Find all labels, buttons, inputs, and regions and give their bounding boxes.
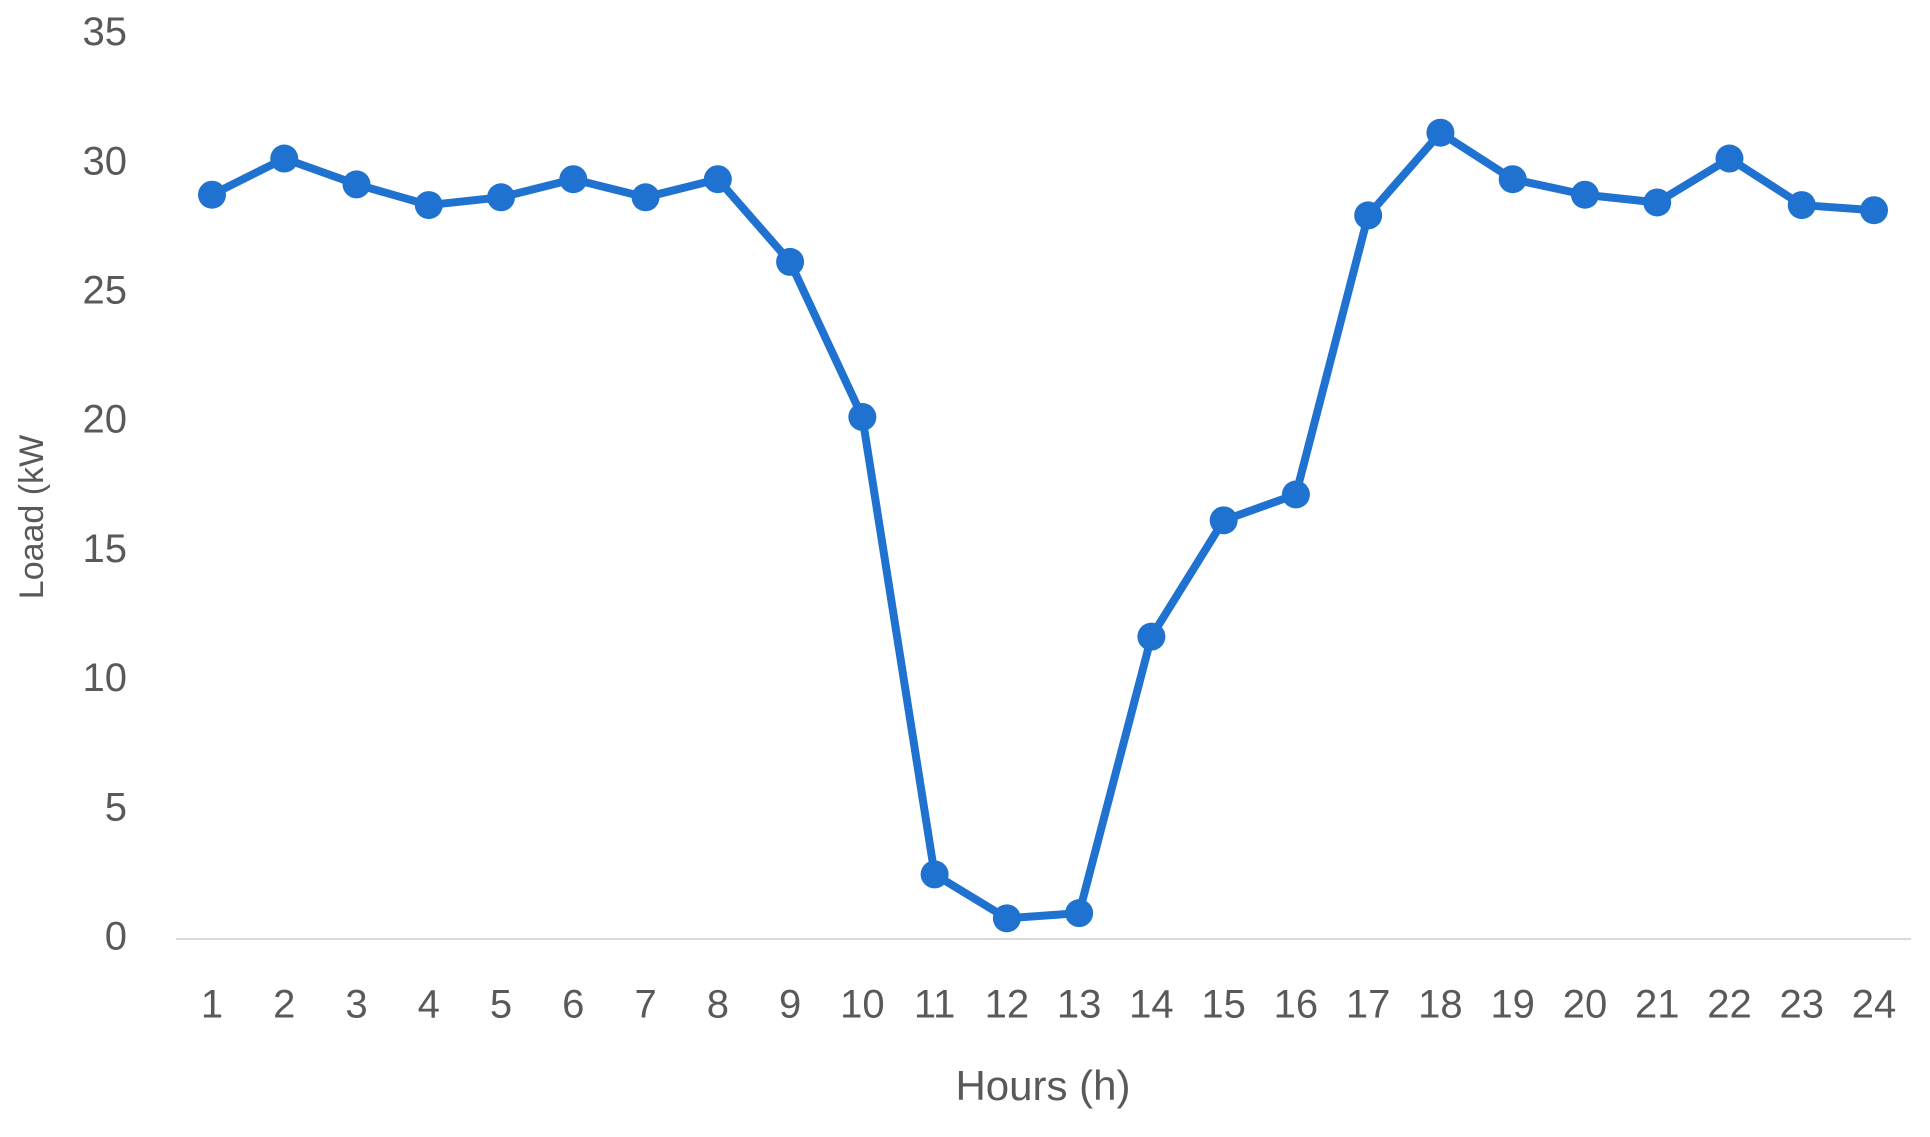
y-tick-label: 35 [83, 10, 128, 54]
data-point [1426, 118, 1455, 147]
data-point [1787, 191, 1816, 220]
data-point [559, 165, 588, 194]
x-tick-label: 18 [1418, 983, 1463, 1027]
data-point [342, 170, 371, 199]
data-point [776, 247, 805, 276]
x-tick-label: 8 [707, 983, 729, 1027]
x-tick-label: 21 [1635, 983, 1680, 1027]
x-tick-label: 6 [562, 983, 584, 1027]
data-point [1570, 180, 1599, 209]
y-tick-label: 20 [83, 398, 128, 442]
x-tick-label: 5 [490, 983, 512, 1027]
data-point [631, 183, 660, 212]
x-tick-label: 19 [1490, 983, 1535, 1027]
y-axis-title: Loaad (kW [13, 435, 51, 599]
data-point [703, 165, 732, 194]
data-point [414, 191, 443, 220]
x-tick-label: 1 [201, 983, 223, 1027]
x-tick-label: 2 [273, 983, 295, 1027]
data-point [1860, 196, 1888, 225]
data-point [1643, 188, 1672, 217]
data-point [848, 402, 877, 431]
x-tick-label: 15 [1201, 983, 1246, 1027]
data-point [1065, 899, 1094, 928]
x-tick-label: 10 [840, 983, 885, 1027]
x-tick-label: 7 [634, 983, 656, 1027]
x-tick-label: 20 [1563, 983, 1608, 1027]
data-point [920, 860, 949, 889]
data-point [1281, 480, 1310, 509]
x-tick-label: 4 [418, 983, 440, 1027]
data-point [1137, 622, 1166, 651]
data-point [1715, 144, 1744, 173]
data-point [198, 180, 226, 209]
y-tick-label: 25 [83, 268, 128, 312]
y-tick-label: 30 [83, 139, 128, 183]
data-point [1498, 165, 1527, 194]
x-tick-label: 12 [985, 983, 1030, 1027]
data-point [270, 144, 299, 173]
data-point [992, 904, 1021, 933]
x-tick-label: 23 [1779, 983, 1824, 1027]
y-tick-label: 0 [105, 915, 127, 959]
x-tick-label: 16 [1274, 983, 1319, 1027]
x-axis-title: Hours (h) [955, 1062, 1130, 1109]
series-line [210, 128, 1875, 923]
x-tick-label: 13 [1057, 983, 1102, 1027]
y-tick-label: 10 [83, 656, 128, 700]
data-point [1354, 201, 1383, 230]
x-tick-label: 22 [1707, 983, 1752, 1027]
y-tick-label: 15 [83, 527, 128, 571]
x-tick-label: 9 [779, 983, 801, 1027]
x-tick-label: 17 [1346, 983, 1391, 1027]
data-point [487, 183, 516, 212]
data-point [1209, 506, 1238, 535]
x-tick-label: 11 [914, 983, 956, 1027]
x-tick-label: 24 [1852, 983, 1897, 1027]
y-tick-label: 5 [105, 785, 127, 829]
x-tick-label: 14 [1129, 983, 1174, 1027]
x-tick-label: 3 [345, 983, 367, 1027]
